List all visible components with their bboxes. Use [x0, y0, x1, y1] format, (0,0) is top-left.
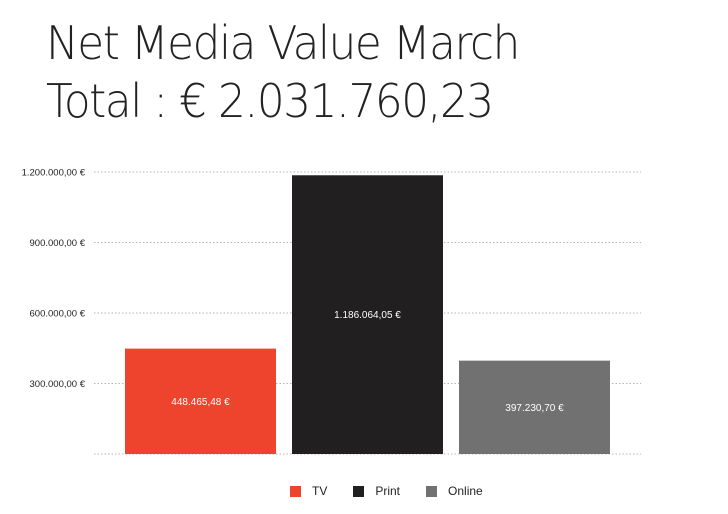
- y-tick-label: 900.000,00 €: [30, 238, 86, 249]
- legend-item-tv: TV: [290, 484, 327, 498]
- bars: [125, 175, 610, 454]
- y-axis-ticks: 300.000,00 € 600.000,00 € 900.000,00 € 1.20…: [22, 168, 86, 391]
- y-tick-label: 1.200.000,00 €: [22, 168, 86, 179]
- legend: TV Print Online: [290, 484, 509, 498]
- bar-print: [292, 175, 443, 454]
- legend-label-print: Print: [375, 484, 401, 498]
- legend-swatch-print: [353, 485, 365, 497]
- legend-item-print: Print: [353, 484, 400, 498]
- bar-tv: [125, 348, 276, 454]
- legend-swatch-online: [426, 485, 438, 497]
- y-tick-label: 300.000,00 €: [30, 379, 86, 390]
- bar-labels: 448.465,48 € 1.186.064,05 € 397.230,70 €: [171, 310, 564, 414]
- chart-total: Total : € 2.031.760,23: [46, 74, 494, 128]
- chart-title: Net Media Value March: [46, 16, 520, 70]
- legend-label-tv: TV: [312, 484, 328, 498]
- legend-swatch-tv: [290, 485, 301, 497]
- bar-value-label-print: 1.186.064,05 €: [334, 310, 401, 321]
- bar-value-label-tv: 448.465,48 €: [171, 397, 230, 408]
- y-tick-label: 600.000,00 €: [30, 309, 86, 320]
- legend-label-online: Online: [448, 484, 483, 498]
- legend-item-online: Online: [426, 484, 483, 498]
- bar-online: [459, 360, 610, 454]
- bar-value-label-online: 397.230,70 €: [505, 403, 564, 414]
